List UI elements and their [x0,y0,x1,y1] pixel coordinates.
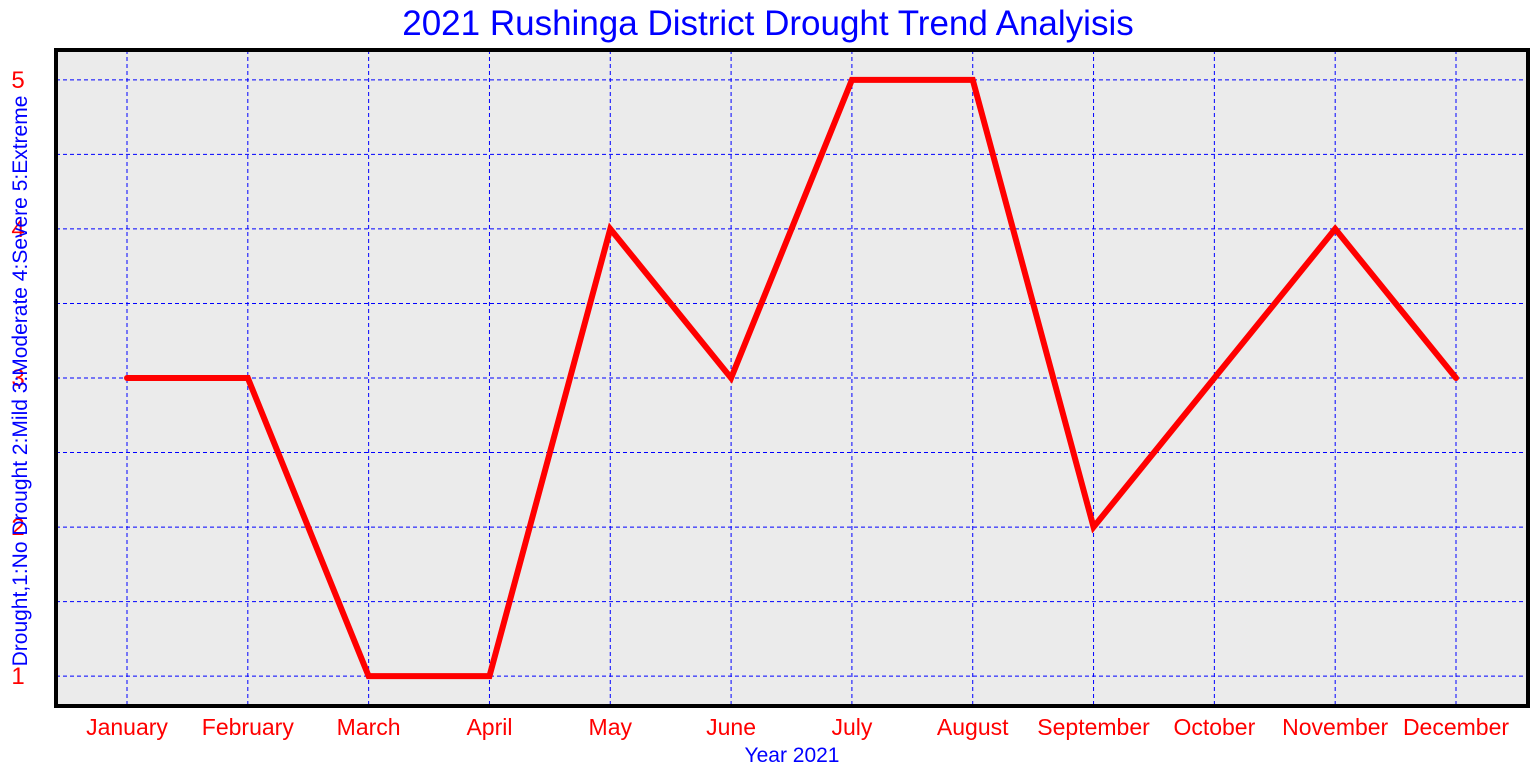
x-tick-label: March [337,714,401,740]
x-tick-label: February [202,714,295,740]
y-tick-labels: 1 2 3 4 5 [11,67,24,690]
y-tick-label: 3 [11,365,24,392]
data-point [970,77,975,82]
data-point [729,376,734,380]
x-tick-label: April [466,714,512,740]
chart-title: 2021 Rushinga District Drought Trend Ana… [402,4,1134,43]
y-tick-label: 1 [11,663,24,690]
x-tick-label: November [1282,714,1388,740]
data-point [1212,376,1217,380]
data-point [1454,376,1458,380]
data-point [125,376,129,380]
y-tick-label: 2 [11,514,24,541]
x-axis-label: Year 2021 [745,744,840,767]
data-point [245,376,250,380]
x-tick-label: August [937,714,1009,740]
x-tick-label: December [1403,714,1509,740]
x-tick-label: June [706,714,756,740]
data-point [487,674,492,679]
data-point [1091,525,1096,530]
data-point [1333,226,1338,231]
y-axis-label: Drought,1:No Drought 2:Mild 3:Moderate 4… [9,96,32,667]
plot-frame [54,48,1530,708]
series-lines [124,76,1459,680]
data-point [849,77,854,82]
x-tick-label: September [1037,714,1150,740]
series-line [124,76,1459,680]
y-tick-label: 4 [11,216,24,243]
y-tick-label: 5 [11,67,24,94]
x-tick-label: October [1173,714,1255,740]
x-tick-labels: January February March April May June July Augu… [86,714,1509,740]
x-tick-label: May [589,714,633,740]
x-tick-label: July [831,714,872,740]
data-point [366,674,371,679]
data-point [608,226,613,231]
x-tick-label: January [86,714,168,740]
